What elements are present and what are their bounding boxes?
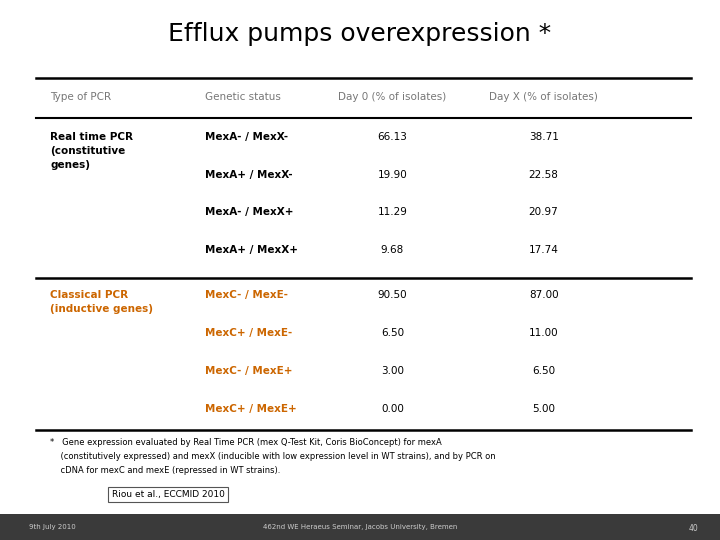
Text: 17.74: 17.74 bbox=[528, 245, 559, 255]
Text: 90.50: 90.50 bbox=[377, 290, 408, 300]
Text: 0.00: 0.00 bbox=[381, 404, 404, 414]
Text: 87.00: 87.00 bbox=[528, 290, 559, 300]
Text: MexA- / MexX+: MexA- / MexX+ bbox=[205, 207, 294, 217]
Text: 6.50: 6.50 bbox=[381, 328, 404, 338]
Text: 9th July 2010: 9th July 2010 bbox=[29, 524, 76, 530]
Text: 462nd WE Heraeus Seminar, Jacobs University, Bremen: 462nd WE Heraeus Seminar, Jacobs Univers… bbox=[263, 524, 457, 530]
Text: Efflux pumps overexpression *: Efflux pumps overexpression * bbox=[168, 22, 552, 46]
Bar bbox=[0, 514, 720, 540]
Text: 40: 40 bbox=[688, 524, 698, 533]
Text: (constitutively expressed) and mexX (inducible with low expression level in WT s: (constitutively expressed) and mexX (ind… bbox=[50, 452, 496, 461]
Text: MexA- / MexX-: MexA- / MexX- bbox=[205, 132, 288, 142]
Text: Riou et al., ECCMID 2010: Riou et al., ECCMID 2010 bbox=[112, 490, 225, 499]
Text: Genetic status: Genetic status bbox=[205, 92, 281, 102]
Text: Classical PCR
(inductive genes): Classical PCR (inductive genes) bbox=[50, 290, 153, 314]
Text: 19.90: 19.90 bbox=[377, 170, 408, 180]
Text: 38.71: 38.71 bbox=[528, 132, 559, 142]
Text: MexC+ / MexE+: MexC+ / MexE+ bbox=[205, 404, 297, 414]
Text: 11.00: 11.00 bbox=[528, 328, 559, 338]
Text: 5.00: 5.00 bbox=[532, 404, 555, 414]
Text: 3.00: 3.00 bbox=[381, 366, 404, 376]
Text: *   Gene expression evaluated by Real Time PCR (mex Q-Test Kit, Coris BioConcept: * Gene expression evaluated by Real Time… bbox=[50, 438, 442, 447]
Text: 22.58: 22.58 bbox=[528, 170, 559, 180]
Text: 66.13: 66.13 bbox=[377, 132, 408, 142]
Text: Real time PCR
(constitutive
genes): Real time PCR (constitutive genes) bbox=[50, 132, 133, 170]
Text: MexA+ / MexX+: MexA+ / MexX+ bbox=[205, 245, 298, 255]
Text: 9.68: 9.68 bbox=[381, 245, 404, 255]
Text: 11.29: 11.29 bbox=[377, 207, 408, 217]
Text: cDNA for mexC and mexE (repressed in WT strains).: cDNA for mexC and mexE (repressed in WT … bbox=[50, 466, 281, 475]
Text: MexC- / MexE-: MexC- / MexE- bbox=[205, 290, 288, 300]
Text: MexA+ / MexX-: MexA+ / MexX- bbox=[205, 170, 293, 180]
Text: Day 0 (% of isolates): Day 0 (% of isolates) bbox=[338, 92, 446, 102]
Text: MexC- / MexE+: MexC- / MexE+ bbox=[205, 366, 293, 376]
Text: 20.97: 20.97 bbox=[528, 207, 559, 217]
Text: Type of PCR: Type of PCR bbox=[50, 92, 112, 102]
Text: 6.50: 6.50 bbox=[532, 366, 555, 376]
Text: MexC+ / MexE-: MexC+ / MexE- bbox=[205, 328, 292, 338]
Text: Day X (% of isolates): Day X (% of isolates) bbox=[489, 92, 598, 102]
